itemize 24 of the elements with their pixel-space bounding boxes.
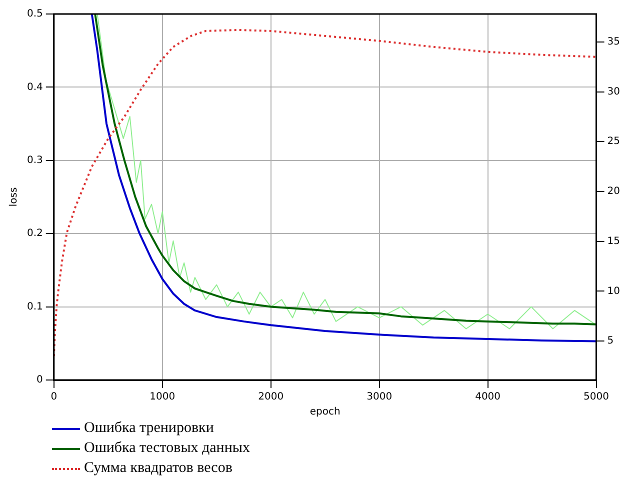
- x-tick-label: 5000: [584, 392, 609, 403]
- x-tick-label: 0: [50, 392, 58, 403]
- y-tick-label: 0.3: [26, 154, 43, 166]
- y-tick-label: 0.4: [26, 82, 43, 93]
- y-tick-label: 0.1: [26, 301, 43, 312]
- legend-label: Ошибка тестовых данных: [84, 440, 250, 456]
- y2-tick-label: 35: [607, 36, 620, 48]
- y-tick-label: 0.2: [26, 228, 43, 240]
- y2-tick-label: 25: [607, 136, 620, 148]
- x-tick-label: 1000: [150, 392, 176, 403]
- x-tick-label: 2000: [258, 392, 284, 403]
- x-tick-label: 3000: [366, 392, 392, 403]
- y2-tick-label: 10: [607, 286, 620, 297]
- legend-label: Ошибка тренировки: [84, 420, 214, 436]
- y2-tick-label: 30: [607, 86, 620, 98]
- x-axis-title: epoch: [310, 406, 340, 418]
- x-tick-label: 4000: [475, 392, 501, 403]
- y2-tick-label: 5: [607, 336, 614, 347]
- y2-tick-label: 15: [607, 236, 620, 247]
- y-axis-title: loss: [8, 187, 20, 207]
- y-tick-label: 0.5: [26, 8, 43, 20]
- legend-label: Сумма квадратов весов: [84, 460, 232, 476]
- y2-tick-label: 20: [607, 186, 620, 198]
- y-tick-label: 0: [36, 374, 43, 386]
